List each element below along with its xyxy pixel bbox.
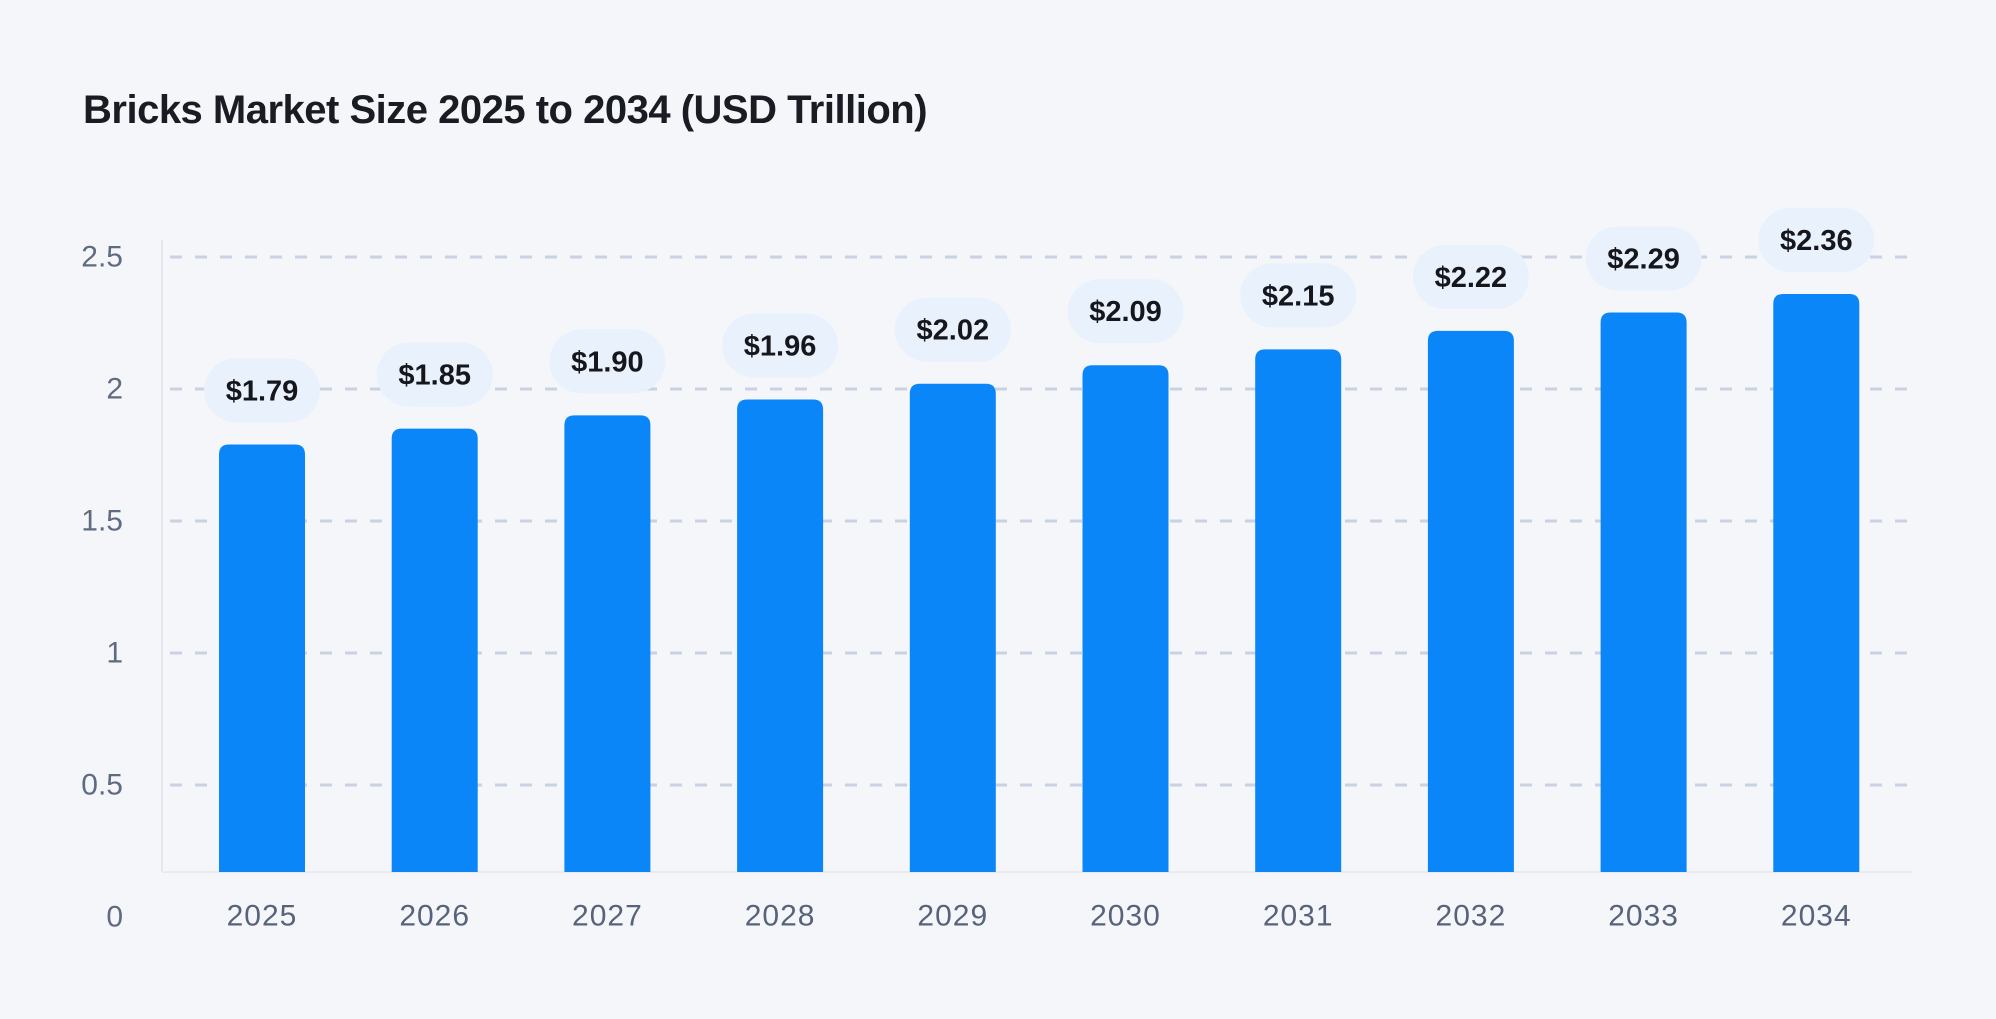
x-tick-label-2030: 2030 [1090,900,1161,933]
y-tick-label-2: 2 [106,373,123,406]
y-tick-label-1.5: 1.5 [81,505,123,538]
y-tick-label-2.5: 2.5 [81,241,123,274]
bar-2032 [1427,330,1514,872]
value-bubble-2031 [1240,263,1357,328]
value-label-2033: $2.29 [1607,243,1680,275]
x-tick-label-2026: 2026 [399,900,470,933]
value-bubble-2025 [204,358,320,423]
value-bubble-2029 [894,297,1011,362]
bar-2029 [909,383,996,872]
bar-2033 [1600,312,1687,872]
x-tick-label-2032: 2032 [1436,900,1507,933]
x-tick-label-2034: 2034 [1781,900,1852,933]
value-label-2026: $1.85 [398,360,471,392]
x-tick-label-2028: 2028 [745,900,816,933]
value-bubble-2026 [376,342,493,407]
value-label-2030: $2.09 [1089,296,1162,328]
value-bubble-2033 [1585,226,1702,291]
bar-2031 [1255,349,1342,872]
bar-2027 [564,415,651,872]
value-label-2025: $1.79 [226,375,299,407]
value-bubble-2028 [722,313,839,378]
bar-2030 [1082,365,1169,872]
x-tick-label-2029: 2029 [917,900,988,933]
bar-2034 [1773,293,1860,873]
y-tick-label-0: 0 [106,901,123,934]
value-bubble-2032 [1412,244,1529,309]
chart-title: Bricks Market Size 2025 to 2034 (USD Tri… [83,88,928,132]
bar-2025 [219,444,305,872]
y-tick-label-1: 1 [106,637,123,670]
y-tick-label-0.5: 0.5 [81,769,123,802]
x-tick-label-2031: 2031 [1263,900,1334,933]
value-bubble-2034 [1758,207,1875,272]
bar-2026 [391,428,478,872]
value-label-2029: $2.02 [917,315,990,347]
bar-2028 [737,399,824,872]
value-bubble-2030 [1067,279,1184,344]
x-tick-label-2027: 2027 [572,900,643,933]
value-bubble-2027 [549,329,666,394]
value-label-2032: $2.22 [1435,262,1508,294]
x-tick-label-2033: 2033 [1608,900,1679,933]
x-tick-label-2025: 2025 [227,900,298,933]
value-label-2031: $2.15 [1262,280,1335,312]
value-label-2028: $1.96 [744,331,817,363]
value-label-2034: $2.36 [1780,225,1853,257]
value-label-2027: $1.90 [571,346,644,378]
